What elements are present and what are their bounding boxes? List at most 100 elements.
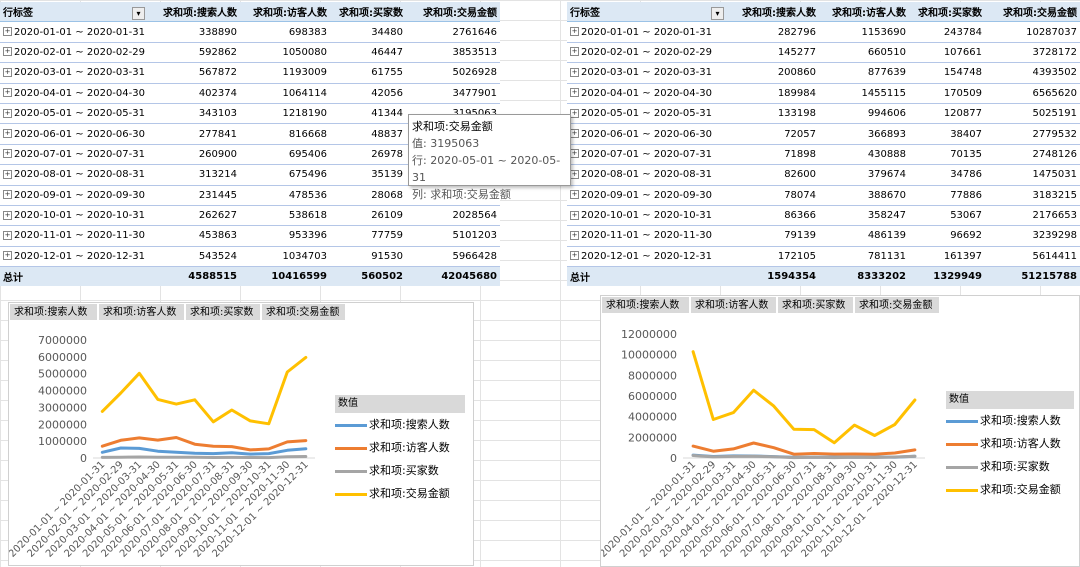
value-cell[interactable]: 2761646 bbox=[406, 21, 500, 43]
value-cell[interactable]: 698383 bbox=[240, 21, 330, 43]
total-value[interactable]: 560502 bbox=[330, 266, 406, 287]
total-value[interactable]: 1329949 bbox=[909, 266, 985, 287]
value-cell[interactable]: 70135 bbox=[909, 144, 985, 166]
value-cell[interactable]: 71898 bbox=[727, 144, 819, 166]
value-cell[interactable]: 358247 bbox=[819, 205, 909, 227]
field-button[interactable]: 求和项:访客人数 bbox=[98, 303, 185, 321]
pivot-chart-right[interactable]: 求和项:搜索人数 求和项:访客人数 求和项:买家数 求和项:交易金额 0 2000000 4… bbox=[600, 295, 1080, 567]
value-cell[interactable]: 38407 bbox=[909, 123, 985, 145]
value-cell[interactable]: 3239298 bbox=[985, 225, 1080, 247]
value-cell[interactable]: 430888 bbox=[819, 144, 909, 166]
expand-icon[interactable]: + bbox=[3, 169, 12, 179]
table-row[interactable]: +2020-01-01 ~ 2020-01-31 282796 1153690 243… bbox=[567, 21, 1080, 43]
expand-icon[interactable]: + bbox=[3, 108, 12, 118]
value-cell[interactable]: 200860 bbox=[727, 62, 819, 84]
value-cell[interactable]: 402374 bbox=[148, 83, 240, 104]
row-label-cell[interactable]: +2020-09-01 ~ 2020-09-30 bbox=[567, 185, 727, 206]
total-value[interactable]: 42045680 bbox=[406, 266, 500, 287]
pivot-chart-left[interactable]: 求和项:搜索人数 求和项:访客人数 求和项:买家数 求和项:交易金额 0 1000000 2… bbox=[8, 302, 474, 566]
value-cell[interactable]: 695406 bbox=[240, 144, 330, 166]
table-row[interactable]: +2020-03-01 ~ 2020-03-31 200860 877639 1547… bbox=[567, 62, 1080, 84]
total-label[interactable]: 总计 bbox=[0, 266, 148, 287]
total-value[interactable]: 51215788 bbox=[985, 266, 1080, 287]
row-label-header[interactable]: 行标签 ▾ bbox=[0, 2, 148, 23]
value-cell[interactable]: 5025191 bbox=[985, 103, 1080, 125]
column-header[interactable]: 求和项:交易金额 bbox=[985, 2, 1080, 23]
column-header[interactable]: 求和项:买家数 bbox=[909, 2, 985, 23]
value-cell[interactable]: 77759 bbox=[330, 225, 406, 247]
row-label-cell[interactable]: +2020-03-01 ~ 2020-03-31 bbox=[0, 62, 148, 84]
value-cell[interactable]: 543524 bbox=[148, 246, 240, 268]
row-label-cell[interactable]: +2020-02-01 ~ 2020-02-29 bbox=[567, 42, 727, 64]
table-row[interactable]: +2020-09-01 ~ 2020-09-30 78074 388670 77886… bbox=[567, 185, 1080, 206]
value-cell[interactable]: 3183215 bbox=[985, 185, 1080, 206]
legend-item[interactable]: 求和项:搜索人数 bbox=[946, 409, 1074, 432]
table-row[interactable]: +2020-04-01 ~ 2020-04-30 402374 1064114 420… bbox=[0, 83, 500, 104]
value-cell[interactable]: 3477901 bbox=[406, 83, 500, 104]
series-line[interactable] bbox=[100, 455, 308, 460]
table-row[interactable]: +2020-07-01 ~ 2020-07-31 71898 430888 70135… bbox=[567, 144, 1080, 166]
legend-item[interactable]: 求和项:交易金额 bbox=[946, 478, 1074, 501]
expand-icon[interactable]: + bbox=[570, 169, 579, 179]
value-cell[interactable]: 781131 bbox=[819, 246, 909, 268]
filter-dropdown-icon[interactable]: ▾ bbox=[132, 6, 145, 20]
filter-dropdown-icon[interactable]: ▾ bbox=[711, 6, 724, 20]
row-label-cell[interactable]: +2020-03-01 ~ 2020-03-31 bbox=[567, 62, 727, 84]
value-cell[interactable]: 172105 bbox=[727, 246, 819, 268]
total-value[interactable]: 1594354 bbox=[727, 266, 819, 287]
column-header[interactable]: 求和项:访客人数 bbox=[819, 2, 909, 23]
value-cell[interactable]: 61755 bbox=[330, 62, 406, 84]
value-cell[interactable]: 592862 bbox=[148, 42, 240, 64]
value-cell[interactable]: 366893 bbox=[819, 123, 909, 145]
expand-icon[interactable]: + bbox=[570, 108, 579, 118]
column-header[interactable]: 求和项:访客人数 bbox=[240, 2, 330, 23]
value-cell[interactable]: 53067 bbox=[909, 205, 985, 227]
value-cell[interactable]: 1064114 bbox=[240, 83, 330, 104]
value-cell[interactable]: 1218190 bbox=[240, 103, 330, 125]
series-line[interactable] bbox=[691, 350, 917, 445]
value-cell[interactable]: 313214 bbox=[148, 164, 240, 186]
value-cell[interactable]: 231445 bbox=[148, 185, 240, 206]
row-label-cell[interactable]: +2020-12-01 ~ 2020-12-31 bbox=[0, 246, 148, 268]
value-cell[interactable]: 260900 bbox=[148, 144, 240, 166]
value-cell[interactable]: 189984 bbox=[727, 83, 819, 104]
value-cell[interactable]: 10287037 bbox=[985, 21, 1080, 43]
total-value[interactable]: 8333202 bbox=[819, 266, 909, 287]
value-cell[interactable]: 1034703 bbox=[240, 246, 330, 268]
value-cell[interactable]: 5026928 bbox=[406, 62, 500, 84]
row-label-cell[interactable]: +2020-08-01 ~ 2020-08-31 bbox=[0, 164, 148, 186]
value-cell[interactable]: 4393502 bbox=[985, 62, 1080, 84]
column-header[interactable]: 求和项:交易金额 bbox=[406, 2, 500, 23]
value-cell[interactable]: 453863 bbox=[148, 225, 240, 247]
value-cell[interactable]: 343103 bbox=[148, 103, 240, 125]
row-label-cell[interactable]: +2020-06-01 ~ 2020-06-30 bbox=[567, 123, 727, 145]
row-label-cell[interactable]: +2020-07-01 ~ 2020-07-31 bbox=[567, 144, 727, 166]
row-label-cell[interactable]: +2020-09-01 ~ 2020-09-30 bbox=[0, 185, 148, 206]
value-cell[interactable]: 277841 bbox=[148, 123, 240, 145]
value-cell[interactable]: 82600 bbox=[727, 164, 819, 186]
value-cell[interactable]: 170509 bbox=[909, 83, 985, 104]
expand-icon[interactable]: + bbox=[570, 230, 579, 240]
value-cell[interactable] bbox=[406, 185, 500, 206]
table-row[interactable]: +2020-05-01 ~ 2020-05-31 343103 1218190 413… bbox=[0, 103, 500, 125]
table-row[interactable]: +2020-10-01 ~ 2020-10-31 86366 358247 53067… bbox=[567, 205, 1080, 227]
chart-legend[interactable]: 数值 求和项:搜索人数 求和项:访客人数 求和项:买家数 求和项:交易金额 bbox=[946, 391, 1074, 501]
value-cell[interactable]: 41344 bbox=[330, 103, 406, 125]
value-cell[interactable]: 3728172 bbox=[985, 42, 1080, 64]
row-label-cell[interactable]: +2020-12-01 ~ 2020-12-31 bbox=[567, 246, 727, 268]
value-cell[interactable]: 567872 bbox=[148, 62, 240, 84]
row-label-cell[interactable]: +2020-10-01 ~ 2020-10-31 bbox=[567, 205, 727, 227]
expand-icon[interactable]: + bbox=[3, 190, 12, 200]
value-cell[interactable]: 538618 bbox=[240, 205, 330, 227]
table-row[interactable]: +2020-10-01 ~ 2020-10-31 262627 538618 2610… bbox=[0, 205, 500, 227]
value-cell[interactable]: 5614411 bbox=[985, 246, 1080, 268]
value-cell[interactable]: 816668 bbox=[240, 123, 330, 145]
row-label-cell[interactable]: +2020-05-01 ~ 2020-05-31 bbox=[0, 103, 148, 125]
table-row[interactable]: +2020-04-01 ~ 2020-04-30 189984 1455115 170… bbox=[567, 83, 1080, 104]
series-line[interactable] bbox=[100, 436, 308, 452]
table-row[interactable]: +2020-05-01 ~ 2020-05-31 133198 994606 1208… bbox=[567, 103, 1080, 125]
value-cell[interactable]: 1455115 bbox=[819, 83, 909, 104]
column-header[interactable]: 求和项:买家数 bbox=[330, 2, 406, 23]
row-label-header[interactable]: 行标签 ▾ bbox=[567, 2, 727, 23]
row-label-cell[interactable]: +2020-11-01 ~ 2020-11-30 bbox=[567, 225, 727, 247]
